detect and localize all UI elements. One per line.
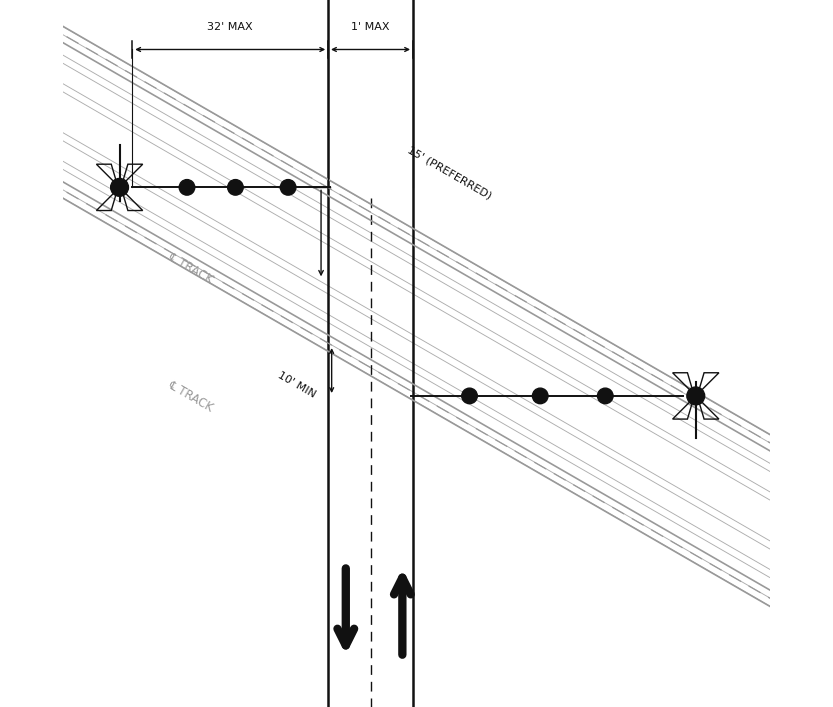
Text: 10' MIN: 10' MIN (277, 370, 317, 399)
Text: 1' MAX: 1' MAX (352, 22, 390, 32)
Circle shape (597, 388, 613, 404)
Circle shape (111, 178, 128, 197)
Text: 15' (PREFERRED): 15' (PREFERRED) (406, 145, 493, 201)
Circle shape (179, 180, 195, 195)
Circle shape (532, 388, 548, 404)
Circle shape (687, 387, 705, 405)
Text: ℄ TRACK: ℄ TRACK (166, 378, 215, 414)
Circle shape (227, 180, 243, 195)
Text: ℄ TRACK: ℄ TRACK (166, 250, 215, 287)
Text: 32' MAX: 32' MAX (207, 22, 253, 32)
Circle shape (281, 180, 296, 195)
Circle shape (461, 388, 477, 404)
